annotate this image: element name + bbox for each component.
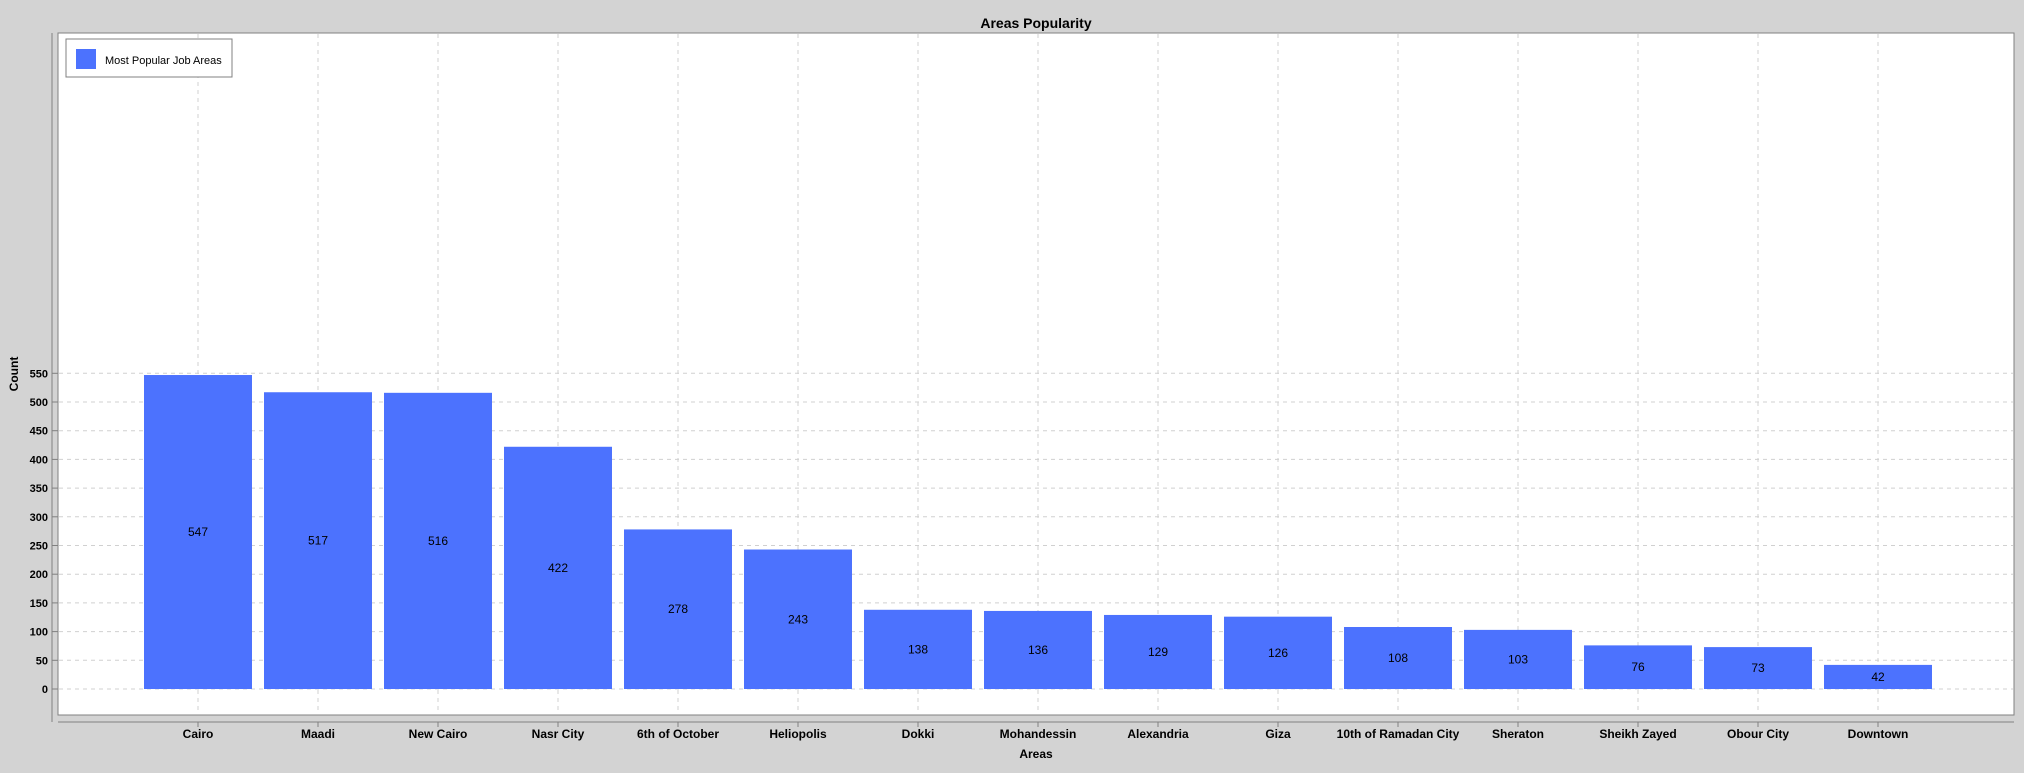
x-tick-label: Cairo <box>183 727 214 741</box>
axes: 0 50 100 150 200 250 300 350 400 450 500 550 Cairo Ma… <box>30 33 2014 741</box>
bar-alexandria <box>1104 614 1212 689</box>
x-tick-label: New Cairo <box>409 727 468 741</box>
bar-value-label: 136 <box>1028 643 1048 657</box>
x-tick-label: Maadi <box>301 727 335 741</box>
x-tick-label: Downtown <box>1848 727 1909 741</box>
bar-giza <box>1224 616 1332 689</box>
legend: Most Popular Job Areas <box>65 38 233 78</box>
y-tick-label: 200 <box>30 569 48 581</box>
bar-value-label: 516 <box>428 534 448 548</box>
bar-obour-city <box>1704 647 1812 689</box>
y-tick-label: 150 <box>30 598 48 610</box>
bar-value-label: 517 <box>308 534 328 548</box>
grid-lines <box>59 34 2013 714</box>
x-tick-label: Heliopolis <box>769 727 827 741</box>
y-tick-label: 300 <box>30 512 48 524</box>
bar-value-label: 422 <box>548 561 568 575</box>
bar-downtown <box>1824 664 1932 689</box>
bar-new-cairo <box>384 392 492 689</box>
bar-heliopolis <box>744 549 852 689</box>
x-tick-label: Nasr City <box>532 727 585 741</box>
bar-10th-of-ramadan-city <box>1344 627 1452 689</box>
y-tick-label: 550 <box>30 368 48 380</box>
bar-maadi <box>264 392 372 689</box>
bar-nasr-city <box>504 446 612 689</box>
y-tick-label: 250 <box>30 541 48 553</box>
y-tick-label: 50 <box>36 655 48 667</box>
legend-swatch <box>76 49 96 69</box>
legend-label: Most Popular Job Areas <box>105 55 222 67</box>
y-tick-label: 0 <box>42 684 48 696</box>
bar-value-label: 547 <box>188 525 208 539</box>
x-tick-label: 10th of Ramadan City <box>1337 727 1460 741</box>
x-tick-label: 6th of October <box>637 727 719 741</box>
x-axis-label: Areas <box>1019 747 1053 761</box>
x-tick-label: Sheraton <box>1492 727 1544 741</box>
bar-value-label: 73 <box>1751 661 1765 675</box>
bar-value-label: 76 <box>1631 660 1645 674</box>
bar-dokki <box>864 609 972 689</box>
y-tick-label: 400 <box>30 454 48 466</box>
y-axis-label: Count <box>7 357 21 392</box>
x-tick-label: Sheikh Zayed <box>1599 727 1676 741</box>
bar-value-label: 103 <box>1508 652 1528 666</box>
bar-sheikh-zayed <box>1584 645 1692 689</box>
bar-value-label: 278 <box>668 602 688 616</box>
bars: 547 517 516 422 278 243 138 136 129 126 108 103 76 73… <box>144 375 1932 689</box>
x-tick-label: Alexandria <box>1127 727 1189 741</box>
bar-sheraton <box>1464 629 1572 689</box>
bar-mohandessin <box>984 610 1092 689</box>
x-tick-label: Mohandessin <box>1000 727 1077 741</box>
x-tick-label: Obour City <box>1727 727 1789 741</box>
y-tick-label: 350 <box>30 483 48 495</box>
y-tick-label: 100 <box>30 627 48 639</box>
bar-value-label: 126 <box>1268 646 1288 660</box>
bar-value-label: 129 <box>1148 645 1168 659</box>
y-tick-label: 450 <box>30 426 48 438</box>
bar-value-label: 108 <box>1388 651 1408 665</box>
bar-value-label: 243 <box>788 612 808 626</box>
bar-6th-of-october <box>624 529 732 689</box>
y-tick-label: 500 <box>30 397 48 409</box>
bar-value-label: 138 <box>908 642 928 656</box>
bar-cairo <box>144 375 252 689</box>
x-tick-label: Giza <box>1265 727 1291 741</box>
bar-value-label: 42 <box>1871 670 1885 684</box>
x-tick-label: Dokki <box>902 727 935 741</box>
chart-title: Areas Popularity <box>980 15 1091 31</box>
